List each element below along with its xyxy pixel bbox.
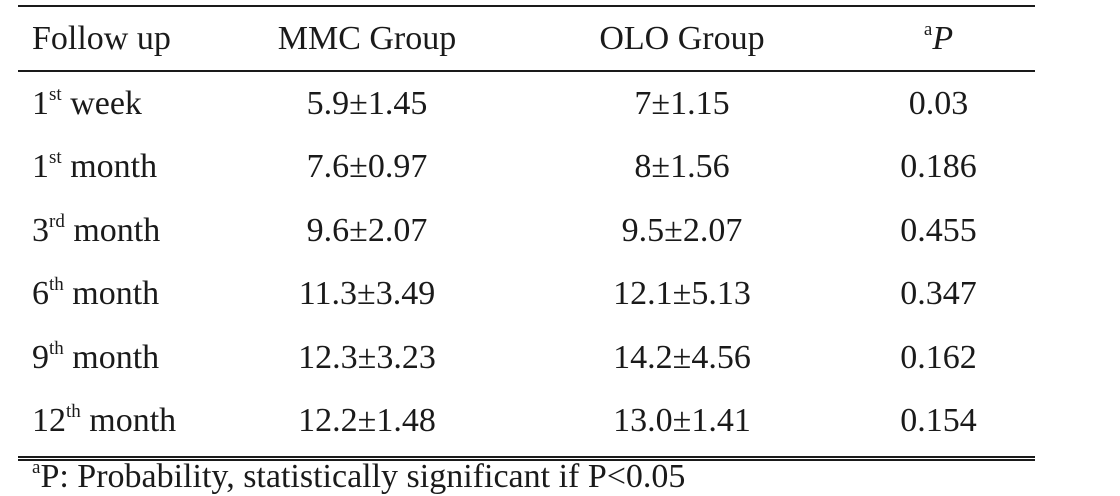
follow-up-ordinal-suffix: st — [49, 147, 62, 169]
cell-olo-value: 9.5±2.07 — [621, 211, 743, 249]
cell-follow-up: 12th month — [18, 390, 212, 454]
follow-up-number: 12 — [32, 402, 66, 440]
cell-p-value: 0.455 — [900, 211, 977, 249]
cell-mmc-value: 11.3±3.49 — [298, 275, 436, 313]
header-mmc-group: MMC Group — [277, 19, 457, 57]
follow-up-number: 6 — [32, 275, 49, 313]
table-header-rule — [18, 70, 1035, 72]
cell-olo-value: 8±1.56 — [634, 148, 730, 186]
table-header-row: Follow up MMC Group OLO Group aP — [18, 7, 1035, 70]
table-row: 3rd month 9.6±2.07 9.5±2.07 0.455 — [18, 199, 1035, 263]
cell-olo-value: 13.0±1.41 — [613, 402, 751, 440]
table-row: 9th month 12.3±3.23 14.2±4.56 0.162 — [18, 326, 1035, 390]
cell-olo-value: 12.1±5.13 — [613, 275, 751, 313]
follow-up-unit: week — [70, 84, 142, 122]
cell-follow-up: 9th month — [18, 326, 212, 390]
cell-p-value: 0.03 — [908, 84, 969, 122]
cell-p-value: 0.347 — [900, 275, 977, 313]
cell-mmc-value: 5.9±1.45 — [306, 84, 428, 122]
header-olo-group: OLO Group — [599, 19, 765, 57]
table-row: 1st week 5.9±1.45 7±1.15 0.03 — [18, 72, 1035, 136]
cell-mmc-value: 7.6±0.97 — [306, 148, 428, 186]
cell-mmc-value: 12.2±1.48 — [298, 402, 436, 440]
header-p-label: P — [932, 19, 954, 57]
header-follow-up: Follow up — [32, 19, 171, 57]
cell-follow-up: 1st month — [18, 136, 212, 200]
cell-p-value: 0.154 — [900, 402, 977, 440]
results-table: Follow up MMC Group OLO Group aP — [18, 7, 1035, 70]
follow-up-ordinal-suffix: th — [49, 274, 64, 296]
results-table-container: Follow up MMC Group OLO Group aP 1st wee… — [18, 0, 1035, 461]
table-top-rule — [18, 5, 1035, 7]
cell-p-value: 0.186 — [900, 148, 977, 186]
follow-up-unit: month — [89, 402, 177, 440]
cell-olo-value: 7±1.15 — [634, 84, 730, 122]
follow-up-unit: month — [70, 148, 158, 186]
table-bottom-double-rule — [18, 456, 1035, 461]
follow-up-ordinal-suffix: rd — [49, 210, 65, 232]
follow-up-number: 9 — [32, 338, 49, 376]
follow-up-ordinal-suffix: th — [49, 337, 64, 359]
table-footnote: aP: Probability, statistically significa… — [32, 457, 686, 496]
header-p-value: aP — [842, 7, 1035, 70]
cell-mmc-value: 9.6±2.07 — [306, 211, 428, 249]
table-row: 1st month 7.6±0.97 8±1.56 0.186 — [18, 136, 1035, 200]
footnote-marker: a — [32, 457, 41, 478]
cell-olo-value: 14.2±4.56 — [613, 338, 751, 376]
header-p-footnote-marker: a — [923, 18, 933, 40]
cell-p-value: 0.162 — [900, 338, 977, 376]
follow-up-number: 3 — [32, 211, 49, 249]
cell-mmc-value: 12.3±3.23 — [298, 338, 436, 376]
cell-follow-up: 3rd month — [18, 199, 212, 263]
follow-up-unit: month — [72, 275, 160, 313]
footnote-text: P: Probability, statistically significan… — [40, 458, 686, 495]
table-row: 6th month 11.3±3.49 12.1±5.13 0.347 — [18, 263, 1035, 327]
table-row: 12th month 12.2±1.48 13.0±1.41 0.154 — [18, 390, 1035, 454]
follow-up-unit: month — [73, 211, 161, 249]
follow-up-ordinal-suffix: st — [49, 83, 62, 105]
cell-follow-up: 6th month — [18, 263, 212, 327]
cell-follow-up: 1st week — [18, 72, 212, 136]
follow-up-number: 1 — [32, 148, 49, 186]
follow-up-number: 1 — [32, 84, 49, 122]
follow-up-unit: month — [72, 338, 160, 376]
follow-up-ordinal-suffix: th — [66, 401, 81, 423]
results-table-body: 1st week 5.9±1.45 7±1.15 0.03 1st month 7.6±0… — [18, 72, 1035, 453]
